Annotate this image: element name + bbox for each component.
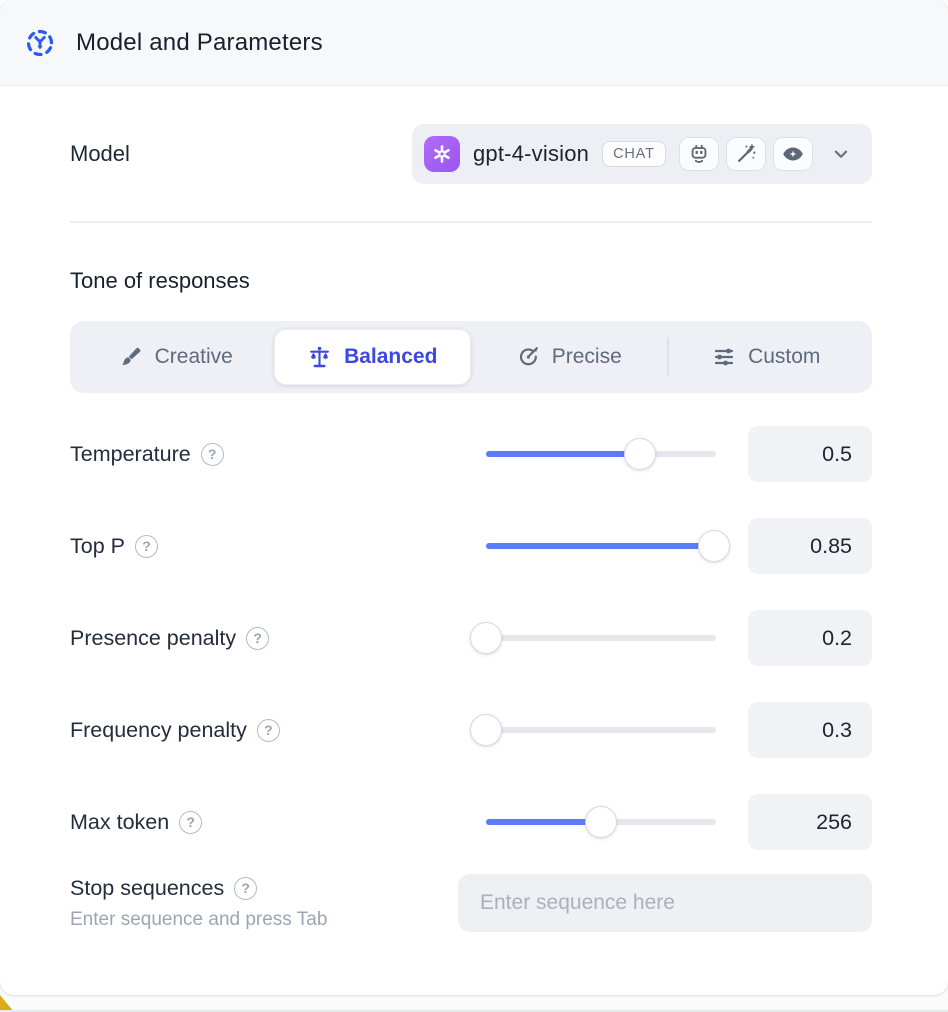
help-icon[interactable]: ? — [234, 876, 258, 900]
tab-balanced[interactable]: Balanced — [273, 329, 471, 385]
param-label: Frequency penalty ? — [70, 718, 454, 743]
param-label-text: Frequency penalty — [70, 717, 247, 742]
tab-label: Precise — [551, 345, 622, 368]
slider-fill — [486, 819, 601, 825]
param-row-max-token: Max token ? 256 — [70, 776, 872, 868]
page-bottom-edge — [0, 1010, 948, 1012]
capability-badges — [678, 137, 813, 171]
top-p-value[interactable]: 0.85 — [748, 518, 872, 574]
vision-eye-icon — [772, 137, 813, 171]
param-label: Temperature ? — [70, 442, 454, 467]
stop-sequences-row: Stop sequences ? Enter sequence and pres… — [70, 874, 872, 932]
help-icon[interactable]: ? — [200, 442, 224, 466]
top-p-slider[interactable] — [486, 530, 730, 562]
slider-fill — [486, 451, 641, 457]
magic-wand-icon — [725, 137, 766, 171]
param-row-presence-penalty: Presence penalty ? 0.2 — [70, 592, 872, 684]
help-icon[interactable]: ? — [179, 810, 203, 834]
tab-label: Custom — [748, 345, 821, 368]
parameter-list: Temperature ? 0.5 Top P ? — [70, 408, 872, 868]
temperature-slider[interactable] — [486, 438, 716, 470]
slider-thumb[interactable] — [624, 438, 657, 470]
param-row-temperature: Temperature ? 0.5 — [70, 408, 872, 500]
stop-sequences-label: Stop sequences — [70, 875, 225, 900]
presence-penalty-slider[interactable] — [470, 622, 716, 654]
robot-icon — [678, 137, 719, 171]
openai-logo — [424, 136, 460, 172]
slider-fill — [486, 543, 714, 549]
tab-label: Balanced — [344, 345, 438, 368]
model-label: Model — [70, 141, 130, 166]
tab-label: Creative — [154, 345, 233, 368]
slider-thumb[interactable] — [470, 622, 502, 654]
tone-tab-bar: Creative Balanced — [70, 321, 872, 393]
param-label-text: Top P — [70, 533, 125, 558]
param-label-text: Presence penalty — [70, 625, 237, 650]
param-label-text: Temperature — [70, 441, 191, 466]
model-row: Model gpt-4-vision CHAT — [70, 124, 872, 184]
slider-track — [486, 635, 716, 641]
panel-title: Model and Parameters — [76, 28, 323, 56]
balance-scale-icon — [307, 345, 332, 370]
sliders-icon — [712, 345, 736, 369]
max-token-value[interactable]: 256 — [748, 794, 872, 850]
presence-penalty-value[interactable]: 0.2 — [748, 610, 872, 666]
paintbrush-icon — [119, 345, 143, 369]
stop-sequence-input[interactable] — [458, 874, 872, 932]
tab-custom[interactable]: Custom — [669, 329, 865, 385]
section-divider — [70, 221, 872, 223]
param-label: Presence penalty ? — [70, 626, 454, 651]
selected-model-name: gpt-4-vision — [473, 141, 590, 166]
max-token-slider[interactable] — [486, 806, 716, 838]
help-icon[interactable]: ? — [134, 534, 158, 558]
tab-precise[interactable]: Precise — [471, 329, 667, 385]
param-label: Max token ? — [70, 810, 454, 835]
model-dashed-circle-icon — [24, 27, 56, 59]
target-icon — [516, 345, 540, 369]
help-icon[interactable]: ? — [256, 718, 280, 742]
tab-divider — [666, 337, 669, 377]
panel-header: Model and Parameters — [0, 0, 948, 86]
tone-heading: Tone of responses — [70, 268, 250, 293]
chevron-down-icon — [830, 143, 852, 165]
model-select-dropdown[interactable]: gpt-4-vision CHAT — [412, 124, 872, 184]
frequency-penalty-value[interactable]: 0.3 — [748, 702, 872, 758]
frequency-penalty-slider[interactable] — [470, 714, 716, 746]
param-row-frequency-penalty: Frequency penalty ? 0.3 — [70, 684, 872, 776]
slider-track — [486, 727, 716, 733]
slider-thumb[interactable] — [585, 806, 617, 838]
param-label: Top P ? — [70, 534, 454, 559]
temperature-value[interactable]: 0.5 — [748, 426, 872, 482]
param-label-text: Max token — [70, 809, 170, 834]
model-type-badge: CHAT — [602, 141, 666, 167]
tab-creative[interactable]: Creative — [78, 329, 274, 385]
slider-thumb[interactable] — [697, 530, 730, 562]
stop-sequences-labels: Stop sequences ? Enter sequence and pres… — [70, 876, 458, 931]
param-row-top-p: Top P ? 0.85 — [70, 500, 872, 592]
help-icon[interactable]: ? — [246, 626, 270, 650]
stop-sequences-helper: Enter sequence and press Tab — [70, 908, 328, 930]
slider-thumb[interactable] — [470, 714, 502, 746]
